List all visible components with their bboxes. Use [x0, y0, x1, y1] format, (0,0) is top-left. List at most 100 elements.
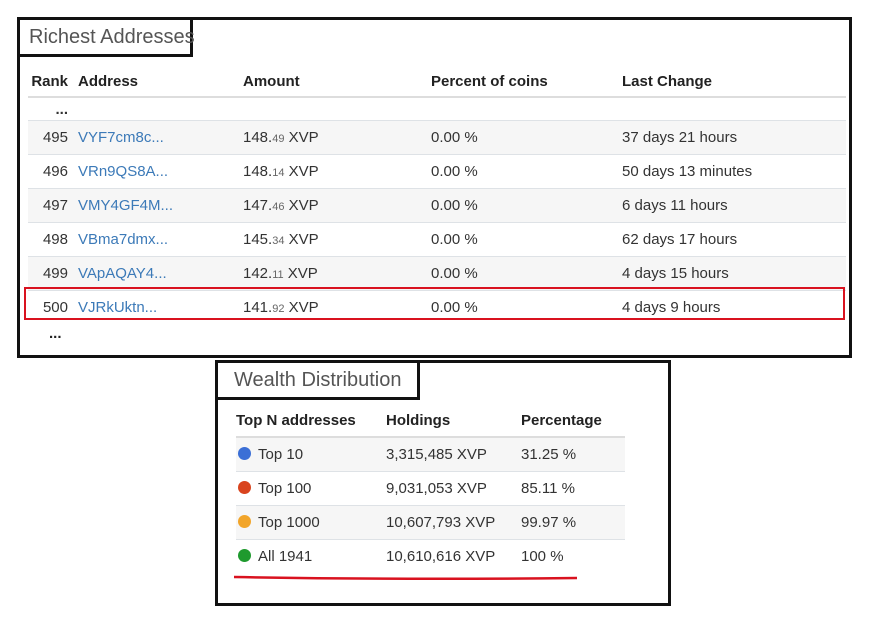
- column-header-amount[interactable]: Amount: [243, 66, 431, 98]
- amount-unit: XVP: [284, 129, 319, 146]
- legend-dot-icon: [238, 515, 251, 528]
- top-n-label: All 1941: [258, 548, 313, 565]
- amount-cell: 147.46 XVP: [243, 188, 431, 223]
- table-row: All 1941 10,610,616 XVP 100 %: [236, 539, 625, 573]
- legend-dot-icon: [238, 447, 251, 460]
- percentage-cell: 31.25 %: [521, 436, 625, 472]
- column-header-percentage: Percentage: [521, 404, 625, 438]
- column-header-top-n: Top N addresses: [236, 404, 386, 438]
- top-n-cell: Top 1000: [236, 505, 386, 540]
- address-cell: VMY4GF4M...: [78, 188, 243, 223]
- last-change-cell: 4 days 9 hours: [622, 290, 846, 324]
- top-n-label: Top 100: [258, 480, 312, 497]
- amount-fraction: 49: [272, 133, 285, 145]
- amount-unit: XVP: [284, 299, 319, 316]
- percent-cell: 0.00 %: [431, 120, 622, 155]
- holdings-cell: 3,315,485 XVP: [386, 436, 521, 472]
- table-row: Top 1000 10,607,793 XVP 99.97 %: [236, 505, 625, 540]
- last-change-cell: 4 days 15 hours: [622, 256, 846, 291]
- amount-cell: 141.92 XVP: [243, 290, 431, 324]
- table-row: 496 VRn9QS8A... 148.14 XVP 0.00 % 50 days 13…: [28, 154, 846, 189]
- table-row: 495 VYF7cm8c... 148.49 XVP 0.00 % 37 days 21…: [28, 120, 846, 155]
- red-underline: [233, 575, 578, 581]
- address-cell: VJRkUktn...: [78, 290, 243, 324]
- amount-integer: 148.: [243, 129, 273, 146]
- table-row: 500 VJRkUktn... 141.92 XVP 0.00 % 4 days 9 h…: [28, 290, 846, 324]
- amount-integer: 142.: [243, 265, 273, 282]
- amount-fraction: 92: [272, 303, 285, 315]
- amount-unit: XVP: [284, 231, 319, 248]
- column-header-address[interactable]: Address: [78, 66, 243, 98]
- last-change-cell: 37 days 21 hours: [622, 120, 846, 155]
- rank-cell: 496: [28, 154, 78, 189]
- amount-cell: 145.34 XVP: [243, 222, 431, 257]
- table-header-row: Top N addresses Holdings Percentage: [236, 404, 625, 438]
- amount-fraction: 14: [272, 167, 285, 179]
- legend-dot-icon: [238, 481, 251, 494]
- richest-addresses-table: Rank Address Amount Percent of coins Las…: [28, 66, 846, 324]
- last-change-cell: 6 days 11 hours: [622, 188, 846, 223]
- address-link[interactable]: VMY4GF4M...: [78, 197, 174, 214]
- richest-addresses-panel: Richest Addresses Rank Address Amount Pe…: [17, 17, 852, 358]
- column-header-last-change[interactable]: Last Change: [622, 66, 846, 98]
- table-row: 499 VApAQAY4... 142.11 XVP 0.00 % 4 days 15 …: [28, 256, 846, 291]
- last-change-cell: 50 days 13 minutes: [622, 154, 846, 189]
- wealth-distribution-panel: Wealth Distribution Top N addresses Hold…: [215, 360, 671, 606]
- rank-cell: 495: [28, 120, 78, 155]
- amount-integer: 145.: [243, 231, 273, 248]
- column-header-holdings: Holdings: [386, 404, 521, 438]
- amount-integer: 148.: [243, 163, 273, 180]
- address-link[interactable]: VJRkUktn...: [78, 299, 158, 316]
- amount-unit: XVP: [283, 265, 318, 282]
- address-link[interactable]: VYF7cm8c...: [78, 129, 164, 146]
- amount-fraction: 11: [272, 269, 284, 281]
- holdings-cell: 10,610,616 XVP: [386, 539, 521, 573]
- table-row: Top 100 9,031,053 XVP 85.11 %: [236, 471, 625, 506]
- address-cell: VYF7cm8c...: [78, 120, 243, 155]
- amount-cell: 148.14 XVP: [243, 154, 431, 189]
- address-link[interactable]: VApAQAY4...: [78, 265, 167, 282]
- holdings-cell: 9,031,053 XVP: [386, 471, 521, 506]
- top-n-cell: All 1941: [236, 539, 386, 573]
- amount-cell: 148.49 XVP: [243, 120, 431, 155]
- address-link[interactable]: VBma7dmx...: [78, 231, 169, 248]
- amount-fraction: 34: [272, 235, 285, 247]
- top-n-label: Top 1000: [258, 514, 320, 531]
- legend-dot-icon: [238, 549, 251, 562]
- wealth-distribution-table: Top N addresses Holdings Percentage Top …: [236, 404, 625, 573]
- rank-cell: 500: [28, 290, 78, 324]
- percent-cell: 0.00 %: [431, 290, 622, 324]
- table-row: 497 VMY4GF4M... 147.46 XVP 0.00 % 6 days 11 …: [28, 188, 846, 223]
- address-cell: VApAQAY4...: [78, 256, 243, 291]
- amount-cell: 142.11 XVP: [243, 256, 431, 291]
- last-change-cell: 62 days 17 hours: [622, 222, 846, 257]
- percentage-cell: 100 %: [521, 539, 625, 573]
- rank-cell: 499: [28, 256, 78, 291]
- address-cell: VRn9QS8A...: [78, 154, 243, 189]
- address-link[interactable]: VRn9QS8A...: [78, 163, 169, 180]
- ellipsis-row: ...: [28, 97, 846, 121]
- table-header-row: Rank Address Amount Percent of coins Las…: [28, 66, 846, 98]
- percentage-cell: 99.97 %: [521, 505, 625, 540]
- top-n-cell: Top 100: [236, 471, 386, 506]
- address-cell: VBma7dmx...: [78, 222, 243, 257]
- column-header-rank[interactable]: Rank: [28, 66, 78, 98]
- rank-cell: 498: [28, 222, 78, 257]
- amount-unit: XVP: [284, 163, 319, 180]
- amount-integer: 141.: [243, 299, 273, 316]
- amount-integer: 147.: [243, 197, 273, 214]
- table-row: Top 10 3,315,485 XVP 31.25 %: [236, 436, 625, 472]
- amount-unit: XVP: [284, 197, 319, 214]
- ellipsis-top: ...: [55, 100, 68, 118]
- richest-addresses-title: Richest Addresses: [17, 17, 195, 57]
- wealth-distribution-title: Wealth Distribution: [215, 360, 420, 400]
- holdings-cell: 10,607,793 XVP: [386, 505, 521, 540]
- top-n-label: Top 10: [258, 446, 304, 463]
- amount-fraction: 46: [272, 201, 285, 213]
- percent-cell: 0.00 %: [431, 256, 622, 291]
- percent-cell: 0.00 %: [431, 188, 622, 223]
- percent-cell: 0.00 %: [431, 222, 622, 257]
- ellipsis-bottom: ...: [49, 325, 62, 342]
- percent-cell: 0.00 %: [431, 154, 622, 189]
- column-header-percent[interactable]: Percent of coins: [431, 66, 622, 98]
